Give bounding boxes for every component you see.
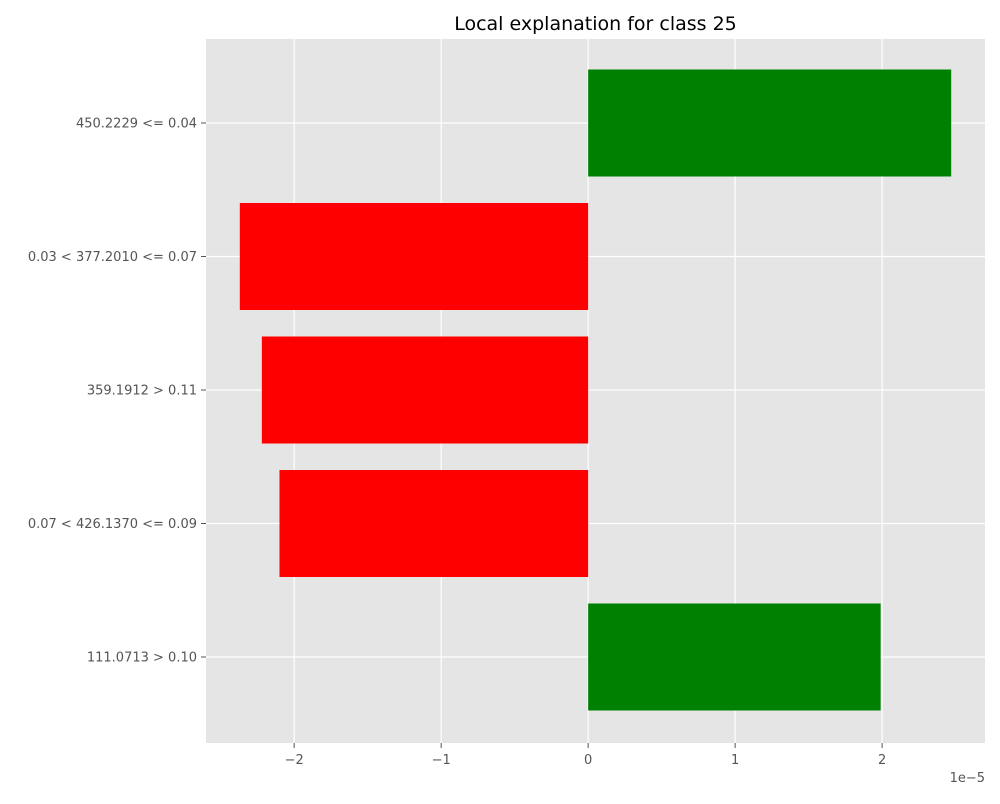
chart-title: Local explanation for class 25 <box>454 13 737 35</box>
y-tick-label: 450.2229 <= 0.04 <box>76 117 197 132</box>
y-tick-label: 111.0713 > 0.10 <box>87 651 197 666</box>
y-tick-label: 359.1912 > 0.11 <box>87 384 197 399</box>
bar-4 <box>588 69 952 177</box>
x-tick-label: 1 <box>731 753 739 768</box>
bars <box>239 69 952 711</box>
bar-0 <box>588 603 881 711</box>
bar-3 <box>239 203 589 310</box>
x-tick-label: 2 <box>878 753 886 768</box>
x-axis-offset-label: 1e−5 <box>950 771 985 786</box>
bar-1 <box>279 470 589 577</box>
y-tick-label: 0.07 < 426.1370 <= 0.09 <box>28 517 197 532</box>
tick-labels: 111.0713 > 0.10 0.07 < 426.1370 <= 0.09 35… <box>28 117 886 769</box>
y-tick-label: 0.03 < 377.2010 <= 0.07 <box>28 250 197 265</box>
bar-2 <box>261 336 589 444</box>
x-tick-label: −2 <box>285 753 304 768</box>
x-tick-label: 0 <box>584 753 592 768</box>
x-tick-label: −1 <box>432 753 451 768</box>
